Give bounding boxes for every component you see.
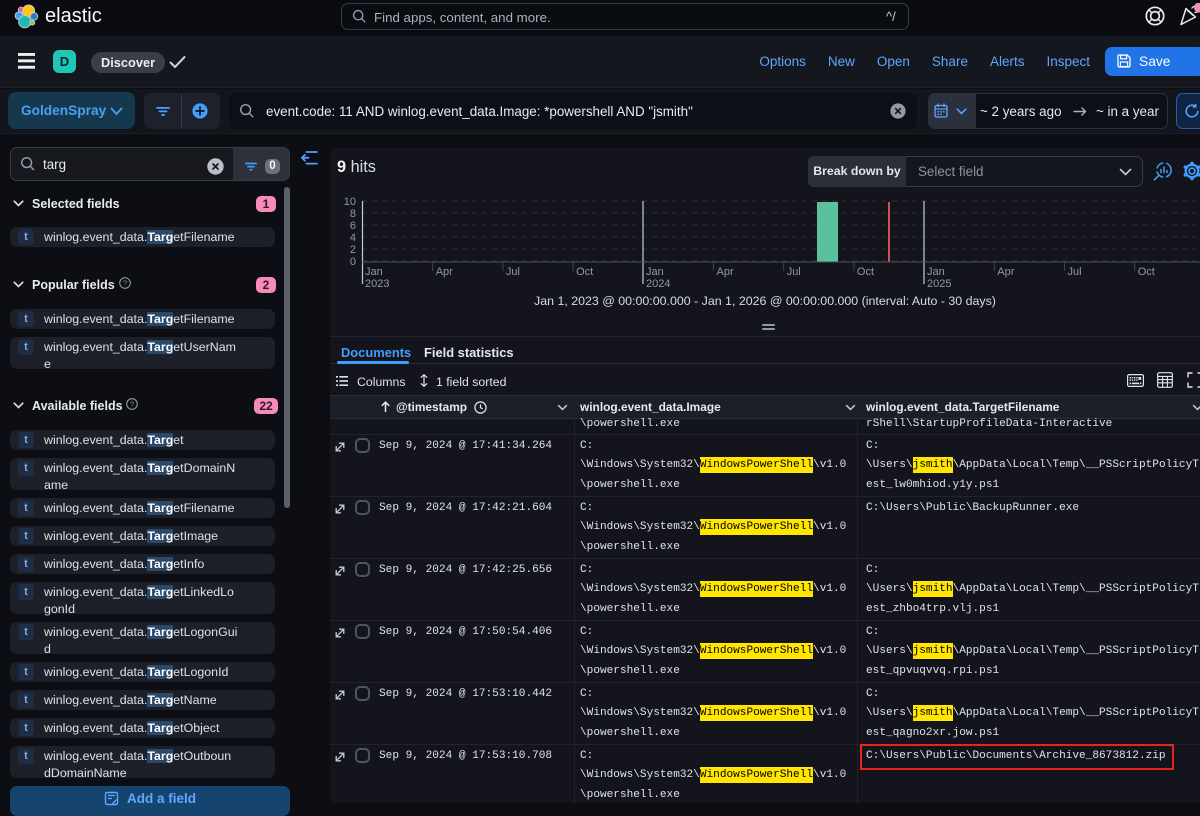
svg-text:6: 6 bbox=[350, 220, 356, 232]
svg-text:Apr: Apr bbox=[717, 266, 734, 278]
svg-text:Jul: Jul bbox=[1068, 266, 1082, 278]
svg-text:10: 10 bbox=[344, 196, 356, 208]
svg-text:Jan: Jan bbox=[646, 266, 664, 278]
svg-text:2024: 2024 bbox=[646, 278, 670, 290]
svg-text:?: ? bbox=[123, 279, 127, 288]
svg-text:8: 8 bbox=[350, 208, 356, 220]
svg-text:0: 0 bbox=[350, 256, 356, 268]
svg-text:Jul: Jul bbox=[506, 266, 520, 278]
svg-text:4: 4 bbox=[350, 232, 356, 244]
svg-text:Oct: Oct bbox=[857, 266, 874, 278]
svg-text:Jan: Jan bbox=[365, 266, 383, 278]
svg-text:Oct: Oct bbox=[1138, 266, 1155, 278]
svg-text:2023: 2023 bbox=[365, 278, 389, 290]
svg-text:2: 2 bbox=[350, 244, 356, 256]
svg-text:?: ? bbox=[130, 400, 134, 409]
svg-text:2025: 2025 bbox=[927, 278, 951, 290]
svg-text:Apr: Apr bbox=[436, 266, 453, 278]
svg-text:Jan: Jan bbox=[927, 266, 945, 278]
svg-text:Oct: Oct bbox=[576, 266, 593, 278]
svg-text:Apr: Apr bbox=[997, 266, 1014, 278]
svg-text:Jul: Jul bbox=[787, 266, 801, 278]
